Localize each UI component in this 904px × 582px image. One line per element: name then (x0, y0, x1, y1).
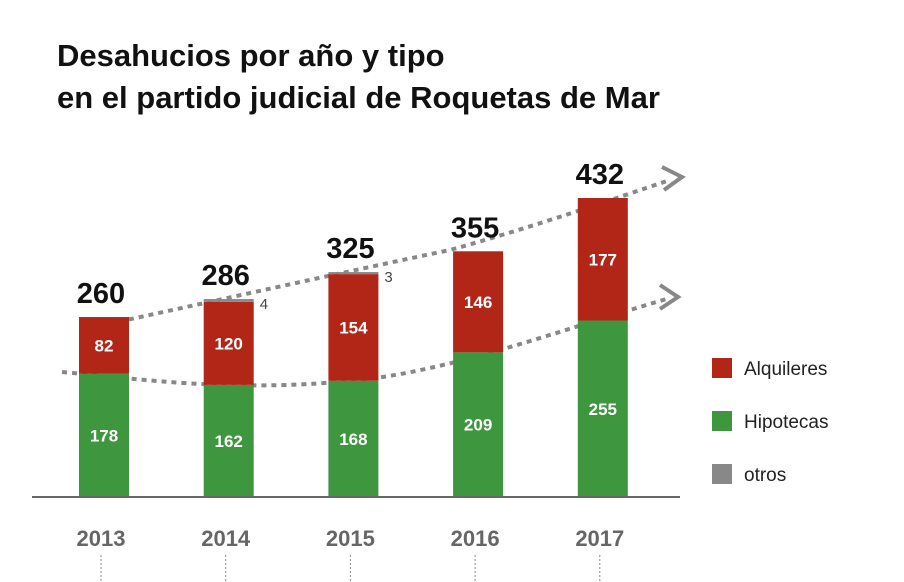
bar-alquileres-2014 (203, 301, 254, 385)
bar-alquileres-2013 (79, 317, 129, 374)
x-tick-2017: 2017 (575, 526, 624, 551)
legend-swatch-alquileres (712, 358, 732, 378)
x-tick-2015: 2015 (326, 526, 375, 551)
total-label-2015: 325 (326, 233, 374, 265)
label-otros-2014: 4 (260, 296, 268, 313)
label-hipotecas-2013: 178 (90, 426, 118, 445)
chart-title-line-1: Desahucios por año y tipo (57, 38, 445, 73)
total-label-2016: 355 (451, 212, 499, 244)
legend-swatch-hipotecas (712, 411, 732, 431)
bar-otros-2014 (203, 299, 254, 302)
label-otros-2015: 3 (384, 269, 392, 286)
chart-title-line-2: en el partido judicial de Roquetas de Ma… (57, 80, 660, 115)
label-alquileres-2016: 146 (464, 293, 492, 312)
label-alquileres-2017: 177 (589, 250, 617, 269)
label-hipotecas-2015: 168 (339, 430, 367, 449)
legend-label-alquileres: Alquileres (744, 359, 827, 380)
trend-line-total (79, 178, 671, 332)
x-tick-2016: 2016 (451, 526, 500, 551)
total-label-2014: 286 (202, 260, 250, 292)
trend-arrow-total (661, 165, 686, 192)
bar-hipotecas-2017 (577, 320, 628, 497)
x-tick-2013: 2013 (77, 526, 126, 551)
bar-hipotecas-2016 (453, 352, 504, 497)
label-hipotecas-2014: 162 (215, 432, 243, 451)
total-label-2013: 260 (77, 278, 125, 310)
label-alquileres-2013: 82 (95, 336, 114, 355)
legend-swatch-otros (712, 464, 732, 484)
bar-hipotecas-2015 (328, 380, 379, 497)
bar-otros-2015 (328, 272, 379, 275)
bar-alquileres-2015 (328, 274, 379, 381)
bar-alquileres-2017 (577, 198, 628, 321)
x-tick-2014: 2014 (201, 526, 251, 551)
label-hipotecas-2017: 255 (589, 400, 617, 419)
label-alquileres-2015: 154 (339, 318, 368, 337)
legend-label-otros: otros (744, 465, 786, 486)
trend-line-hipotecas (61, 296, 671, 388)
bar-hipotecas-2013 (79, 373, 129, 497)
label-hipotecas-2016: 209 (464, 416, 492, 435)
total-label-2017: 432 (576, 159, 624, 191)
bar-hipotecas-2014 (203, 384, 254, 497)
trend-arrow-hipotecas (658, 283, 682, 311)
bar-alquileres-2016 (453, 251, 504, 353)
label-alquileres-2014: 120 (215, 334, 243, 353)
legend-label-hipotecas: Hipotecas (744, 412, 829, 433)
